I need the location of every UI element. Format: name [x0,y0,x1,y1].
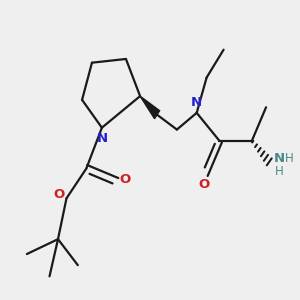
Text: O: O [120,173,131,186]
Text: N: N [96,132,107,145]
Text: O: O [198,178,209,191]
Polygon shape [140,96,160,119]
Text: H: H [275,165,284,178]
Text: H: H [285,152,294,165]
Text: N: N [191,96,202,109]
Text: N: N [274,152,285,165]
Text: O: O [53,188,64,201]
